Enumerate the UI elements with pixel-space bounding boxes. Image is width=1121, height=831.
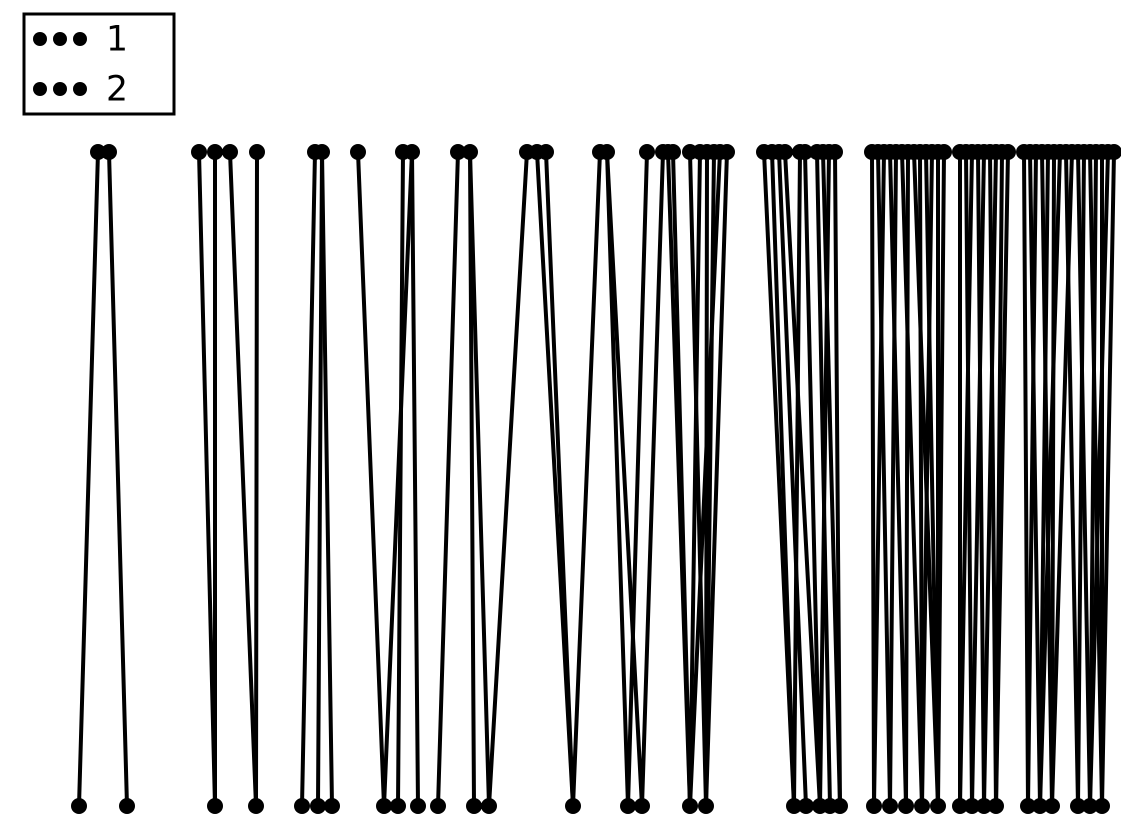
connection-line (109, 152, 127, 806)
connection-line (322, 152, 332, 806)
connection-line (199, 152, 215, 806)
legend-marker-icon (53, 32, 67, 46)
marker-series-1 (538, 144, 554, 160)
marker-series-1 (936, 144, 952, 160)
marker-series-1 (191, 144, 207, 160)
marker-series-1 (101, 144, 117, 160)
marker-series-1 (207, 144, 223, 160)
legend-marker-icon (73, 32, 87, 46)
connection-line (412, 152, 418, 806)
marker-series-2 (565, 798, 581, 814)
marker-series-1 (665, 144, 681, 160)
marker-series-1 (827, 144, 843, 160)
marker-series-1 (249, 144, 265, 160)
marker-series-1 (404, 144, 420, 160)
legend-marker-icon (33, 32, 47, 46)
marker-series-2 (324, 798, 340, 814)
marker-series-2 (376, 798, 392, 814)
marker-series-1 (314, 144, 330, 160)
marker-series-2 (248, 798, 264, 814)
marker-series-1 (462, 144, 478, 160)
connection-line (302, 152, 315, 806)
marker-series-2 (71, 798, 87, 814)
marker-series-2 (930, 798, 946, 814)
marker-series-2 (310, 798, 326, 814)
legend-marker-icon (53, 82, 67, 96)
connection-line (794, 152, 800, 806)
marker-series-2 (634, 798, 650, 814)
marker-series-2 (390, 798, 406, 814)
marker-series-2 (988, 798, 1004, 814)
marker-series-2 (798, 798, 814, 814)
connection-line (438, 152, 458, 806)
marker-series-2 (410, 798, 426, 814)
connection-line (230, 152, 256, 806)
marker-series-2 (430, 798, 446, 814)
marker-series-1 (222, 144, 238, 160)
connection-line (79, 152, 98, 806)
marker-series-1 (719, 144, 735, 160)
marker-series-2 (1044, 798, 1060, 814)
connection-chart: 12 (0, 0, 1121, 831)
connection-line (358, 152, 384, 806)
marker-series-2 (207, 798, 223, 814)
connection-line (256, 152, 257, 806)
marker-series-1 (639, 144, 655, 160)
connection-lines (79, 152, 1114, 806)
legend-marker-icon (33, 82, 47, 96)
marker-series-2 (832, 798, 848, 814)
marker-series-2 (898, 798, 914, 814)
marker-series-2 (481, 798, 497, 814)
marker-series-2 (466, 798, 482, 814)
marker-series-2 (620, 798, 636, 814)
connection-line (673, 152, 690, 806)
marker-series-1 (350, 144, 366, 160)
legend-label: 1 (106, 20, 128, 60)
marker-series-2 (866, 798, 882, 814)
legend-frame (24, 14, 174, 114)
connection-line (489, 152, 527, 806)
marker-series-2 (1094, 798, 1110, 814)
connection-line (318, 152, 322, 806)
marker-series-1 (599, 144, 615, 160)
legend: 12 (24, 14, 174, 114)
connection-line (546, 152, 573, 806)
marker-series-2 (294, 798, 310, 814)
connection-line (573, 152, 600, 806)
legend-marker-icon (73, 82, 87, 96)
marker-series-2 (882, 798, 898, 814)
marker-series-2 (914, 798, 930, 814)
marker-series-1 (777, 144, 793, 160)
connection-line (906, 152, 908, 806)
marker-series-2 (682, 798, 698, 814)
marker-series-2 (119, 798, 135, 814)
marker-series-2 (698, 798, 714, 814)
legend-label: 2 (106, 70, 128, 110)
marker-series-1 (1000, 144, 1016, 160)
